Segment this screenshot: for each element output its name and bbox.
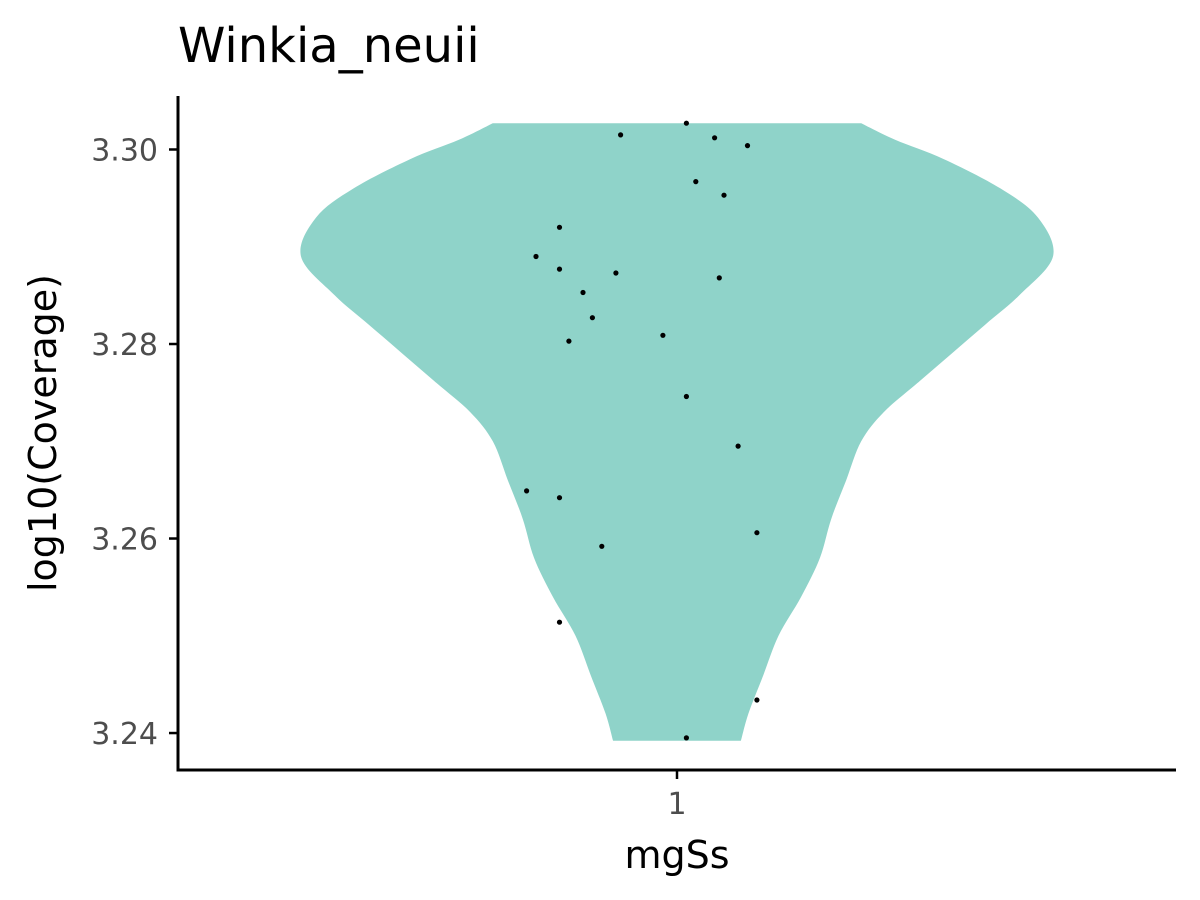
data-point <box>599 543 605 549</box>
data-point <box>556 224 563 230</box>
y-axis-ticks: 3.24 3.26 3.28 3.30 <box>91 133 178 752</box>
y-tick-label: 3.28 <box>91 328 158 363</box>
x-tick-label: 1 <box>667 787 686 822</box>
plot-area <box>300 120 1054 741</box>
data-point <box>716 275 722 281</box>
data-point <box>580 289 586 296</box>
data-point <box>693 179 699 185</box>
data-points <box>524 120 760 741</box>
x-axis-ticks: 1 <box>667 770 687 822</box>
data-point <box>683 393 690 400</box>
data-point <box>660 332 666 338</box>
data-point <box>754 530 760 536</box>
x-axis-label: mgSs <box>624 833 729 877</box>
y-tick-label: 3.30 <box>91 133 158 168</box>
data-point <box>556 619 563 625</box>
chart-title: Winkia_neuii <box>178 18 480 74</box>
data-point <box>735 443 741 449</box>
data-point <box>556 495 563 501</box>
y-axis-label: log10(Coverage) <box>21 274 65 592</box>
violin-body <box>300 123 1054 741</box>
y-tick-label: 3.26 <box>91 523 158 558</box>
data-point <box>754 697 760 703</box>
data-point <box>566 338 572 344</box>
data-point <box>721 192 727 198</box>
data-point <box>744 143 751 149</box>
data-point <box>556 266 563 272</box>
data-point <box>524 488 530 494</box>
y-tick-label: 3.24 <box>91 717 158 752</box>
data-point <box>683 120 690 126</box>
data-point <box>589 315 596 321</box>
data-point <box>712 135 718 141</box>
data-point <box>613 270 619 276</box>
data-point <box>618 132 624 138</box>
data-point <box>533 253 539 260</box>
data-point <box>683 735 690 741</box>
